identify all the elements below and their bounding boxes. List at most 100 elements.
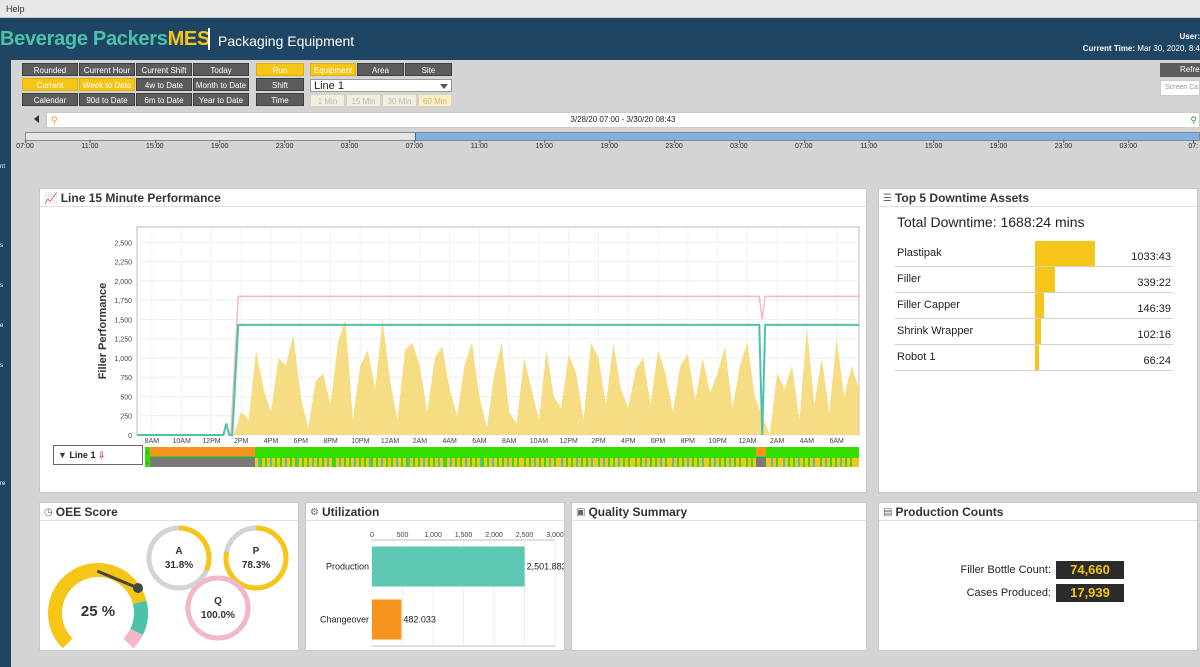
state-tick [482,458,484,467]
btn-current-shift[interactable]: Current Shift [136,63,192,76]
zoom-in-icon[interactable]: ⚲ [1190,115,1197,125]
state-tick [591,458,593,467]
oee-gauge-needle [96,569,139,590]
state-tick [665,458,667,467]
line-chart-icon: 📈 [44,192,58,205]
timeline-prev-icon[interactable] [34,115,39,123]
state-tick [396,458,398,467]
legend-line-label: Line 1 [69,450,96,460]
sidebar-item-4[interactable]: e [0,323,4,329]
timeline-tick-label: 23:00 [275,140,294,150]
timeline-selection[interactable] [415,133,1199,140]
btn-4w-to-date[interactable]: 4w to Date [136,78,192,91]
sidebar-item-3[interactable]: s [0,283,3,289]
timeline-tick-label: 19:00 [600,140,618,150]
state-tick [386,458,388,467]
zoom-out-icon[interactable]: ⚲ [51,115,58,125]
state-tick [603,458,605,467]
btn-today[interactable]: Today [193,63,249,76]
btn-month-to-date[interactable]: Month to Date [193,78,249,91]
line-select-value: Line 1 [314,80,344,92]
downtime-bar [1035,319,1041,344]
btn-run[interactable]: Run [256,63,304,76]
timeline-tick-label: 03:00 [730,140,748,150]
x-tick-label: 12AM [381,438,399,445]
btn-interval-60min[interactable]: 60 Min [418,94,452,107]
state-tick [418,458,420,467]
x-tick-label: 2AM [413,438,428,445]
btn-current-hour[interactable]: Current Hour [79,63,135,76]
y-tick-label: 500 [120,394,132,401]
screen-capture-button[interactable]: Screen Ca [1160,80,1200,96]
btn-interval-30min[interactable]: 30 Min [382,94,417,107]
sidebar-item-5[interactable]: s [0,363,3,369]
tab-area[interactable]: Area [357,63,404,76]
y-tick-label: 1,750 [114,298,132,305]
series-line-target [230,295,859,436]
y-tick-label: 750 [120,375,132,382]
state-tick [492,458,494,467]
state-tick [628,458,630,467]
state-tick [433,458,435,467]
nav-sidebar: nt s s e s re [0,60,11,667]
refresh-button[interactable]: Refre [1160,63,1200,77]
state-tick [845,458,847,467]
state-tick [349,458,351,467]
downtime-row[interactable]: Robot 1 66:24 [895,345,1173,371]
timeline-tick-label: 23:00 [665,140,683,150]
state-tick [408,458,410,467]
state-tick [450,458,452,467]
menu-help[interactable]: Help [6,4,25,14]
sidebar-item-1[interactable]: nt [0,164,6,170]
btn-6m-to-date[interactable]: 6m to Date [136,93,192,106]
sidebar-item-6[interactable]: re [0,481,6,487]
chevron-down-icon [440,84,448,89]
btn-year-to-date[interactable]: Year to Date [193,93,249,106]
downtime-title: ☰ Top 5 Downtime Assets [883,191,1029,205]
tab-equipment[interactable]: Equipment [310,63,356,76]
state-tick [739,458,741,467]
state-tick [381,458,383,467]
cases-label: Cases Produced: [966,587,1051,599]
tab-site[interactable]: Site [405,63,452,76]
btn-week-to-date[interactable]: Week to Date [79,78,135,91]
downtime-row[interactable]: Plastipak 1033:43 [895,241,1173,267]
timeline-tick-label: 07:00 [795,140,813,150]
state-tick [746,458,748,467]
btn-rounded[interactable]: Rounded [22,63,78,76]
state-tick [734,458,736,467]
btn-interval-1min[interactable]: 1 Min [310,94,345,107]
state-tick [455,458,457,467]
downtime-row[interactable]: Filler Capper 146:39 [895,293,1173,319]
btn-current[interactable]: Current [22,78,78,91]
line-select[interactable]: Line 1 [310,79,452,92]
performance-title: 📈 Line 15 Minute Performance [44,191,221,205]
timeline-tick-label: 11:00 [860,140,878,150]
downtime-row[interactable]: Filler 339:22 [895,267,1173,293]
btn-90d-to-date[interactable]: 90d to Date [79,93,135,106]
state-tick [692,458,694,467]
state-tick [719,458,721,467]
sidebar-item-2[interactable]: s [0,243,3,249]
state-tick [613,458,615,467]
state-tick [376,458,378,467]
btn-time[interactable]: Time [256,93,304,106]
timeline-tick-label: 11:00 [81,140,99,150]
state-tick [623,458,625,467]
downtime-row[interactable]: Shrink Wrapper 102:16 [895,319,1173,345]
line-legend[interactable]: ▼ Line 1 ⇩ [53,445,143,465]
timeline-slider[interactable] [25,132,1200,141]
oee-gauge-band-mid [130,600,148,635]
state-tick [751,458,753,467]
timeline-tick-label: 15:00 [535,140,553,150]
y-tick-label: 1,000 [114,356,132,363]
btn-shift[interactable]: Shift [256,78,304,91]
quality-ring-arc [185,575,251,641]
x-tick-label: 8PM [323,438,338,445]
btn-calendar[interactable]: Calendar [22,93,78,106]
state-tick [344,458,346,467]
btn-interval-15min[interactable]: 15 Min [346,94,381,107]
x-tick-label: 12AM [738,438,756,445]
state-tick [260,458,262,467]
production-counts-panel: ▤ Production Counts Filler Bottle Count: … [878,502,1198,651]
